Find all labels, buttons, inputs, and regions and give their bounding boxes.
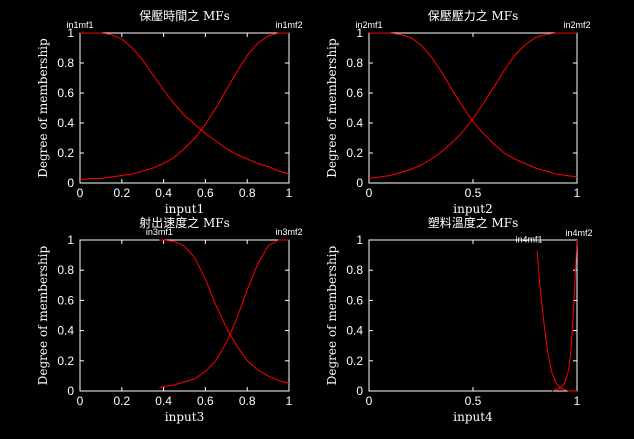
x-tick-label: 0.5 bbox=[465, 186, 482, 200]
series-label: in3mf2 bbox=[275, 227, 302, 237]
x-tick-label: 0.8 bbox=[239, 186, 256, 200]
x-tick-label: 0 bbox=[366, 186, 373, 200]
y-tick-label: 1 bbox=[356, 233, 363, 247]
y-tick-label: 0 bbox=[67, 176, 74, 190]
y-tick-label: 0.6 bbox=[346, 293, 363, 307]
y-tick-label: 0.6 bbox=[57, 293, 74, 307]
x-tick-label: 0.6 bbox=[197, 186, 214, 200]
y-tick-label: 0.2 bbox=[57, 354, 74, 368]
x-axis-label: input2 bbox=[453, 202, 492, 216]
x-tick-label: 0 bbox=[77, 186, 84, 200]
series-label: in4mf1 bbox=[516, 235, 543, 245]
x-tick-label: 1 bbox=[286, 186, 293, 200]
y-tick-label: 0.4 bbox=[346, 116, 363, 130]
y-tick-label: 0.2 bbox=[346, 146, 363, 160]
y-tick-label: 0.6 bbox=[57, 86, 74, 100]
plot-frame bbox=[79, 32, 290, 184]
y-tick-label: 1 bbox=[67, 26, 74, 40]
plot-3: 0 0.2 0.4 0.6 0.8 1 0 0.2 0.4 0.6 0.8 1 射出速度之 MFs inp… bbox=[36, 215, 303, 424]
x-tick-label: 0 bbox=[77, 394, 84, 408]
plot-title: 保壓壓力之 MFs bbox=[428, 9, 519, 23]
x-tick-label: 0.5 bbox=[465, 394, 482, 408]
y-tick-label: 0.8 bbox=[346, 56, 363, 70]
y-tick-label: 0.4 bbox=[346, 324, 363, 338]
series-line-in3mf2 bbox=[159, 239, 289, 389]
plot-2: 0 0.5 1 0 0.2 0.4 0.6 0.8 1 保壓壓力之 MFs input2 Degree… bbox=[325, 9, 591, 216]
series-label: in1mf2 bbox=[275, 20, 302, 30]
plot-frame bbox=[79, 239, 290, 392]
y-tick-label: 0.4 bbox=[57, 324, 74, 338]
series-line-in1mf1 bbox=[80, 32, 290, 175]
series-label: in4mf2 bbox=[565, 228, 592, 238]
x-tick-label: 0.4 bbox=[155, 186, 172, 200]
x-tick-label: 1 bbox=[286, 394, 293, 408]
series-label: in2mf2 bbox=[563, 20, 590, 30]
x-tick-label: 0.6 bbox=[197, 394, 214, 408]
plot-frame bbox=[368, 32, 578, 184]
series-line-in4mf1 bbox=[536, 250, 577, 392]
x-tick-label: 0.4 bbox=[155, 394, 172, 408]
y-tick-label: 0.4 bbox=[57, 116, 74, 130]
x-axis-label: input3 bbox=[165, 410, 204, 424]
y-tick-label: 0.8 bbox=[57, 263, 74, 277]
y-axis-label: Degree of membership bbox=[36, 38, 50, 178]
x-tick-label: 0.2 bbox=[113, 394, 130, 408]
y-axis-label: Degree of membership bbox=[36, 245, 50, 385]
y-tick-label: 0.6 bbox=[346, 86, 363, 100]
y-tick-label: 0.2 bbox=[346, 354, 363, 368]
y-tick-label: 0 bbox=[356, 176, 363, 190]
y-tick-label: 0.2 bbox=[57, 146, 74, 160]
series-label: in3mf1 bbox=[146, 227, 173, 237]
y-tick-label: 1 bbox=[356, 26, 363, 40]
series-line-in1mf2 bbox=[79, 32, 289, 181]
y-tick-label: 1 bbox=[67, 233, 74, 247]
series-label: in1mf1 bbox=[66, 20, 93, 30]
plot-title: 保壓時間之 MFs bbox=[139, 9, 230, 23]
y-tick-label: 0 bbox=[356, 384, 363, 398]
x-tick-label: 0.8 bbox=[239, 394, 256, 408]
x-tick-label: 1 bbox=[574, 394, 581, 408]
x-axis-label: input1 bbox=[165, 202, 204, 216]
series-line-in2mf1 bbox=[369, 32, 578, 178]
y-axis-label: Degree of membership bbox=[325, 245, 339, 385]
y-tick-label: 0 bbox=[67, 384, 74, 398]
series-line-in4mf2 bbox=[551, 239, 578, 392]
plot-title: 塑料溫度之 MFs bbox=[428, 215, 519, 230]
plot-title: 射出速度之 MFs bbox=[139, 215, 230, 230]
plot-4: 0 0.5 1 0 0.2 0.4 0.6 0.8 1 塑料溫度之 MFs input4 Degree… bbox=[325, 215, 593, 424]
plot-1: 0 0.2 0.4 0.6 0.8 1 0 0.2 0.4 0.6 0.8 1 保壓時間之 MFs inp… bbox=[36, 9, 303, 216]
x-tick-label: 0 bbox=[366, 394, 373, 408]
y-axis-label: Degree of membership bbox=[325, 38, 339, 178]
x-tick-label: 0.2 bbox=[113, 186, 130, 200]
x-axis-label: input4 bbox=[453, 410, 493, 424]
series-label: in2mf1 bbox=[355, 20, 382, 30]
series-line-in2mf2 bbox=[368, 32, 577, 179]
y-tick-label: 0.8 bbox=[57, 56, 74, 70]
x-tick-label: 1 bbox=[574, 186, 581, 200]
series-line-in3mf1 bbox=[159, 239, 290, 384]
y-tick-label: 0.8 bbox=[346, 263, 363, 277]
plot-frame bbox=[368, 239, 578, 392]
